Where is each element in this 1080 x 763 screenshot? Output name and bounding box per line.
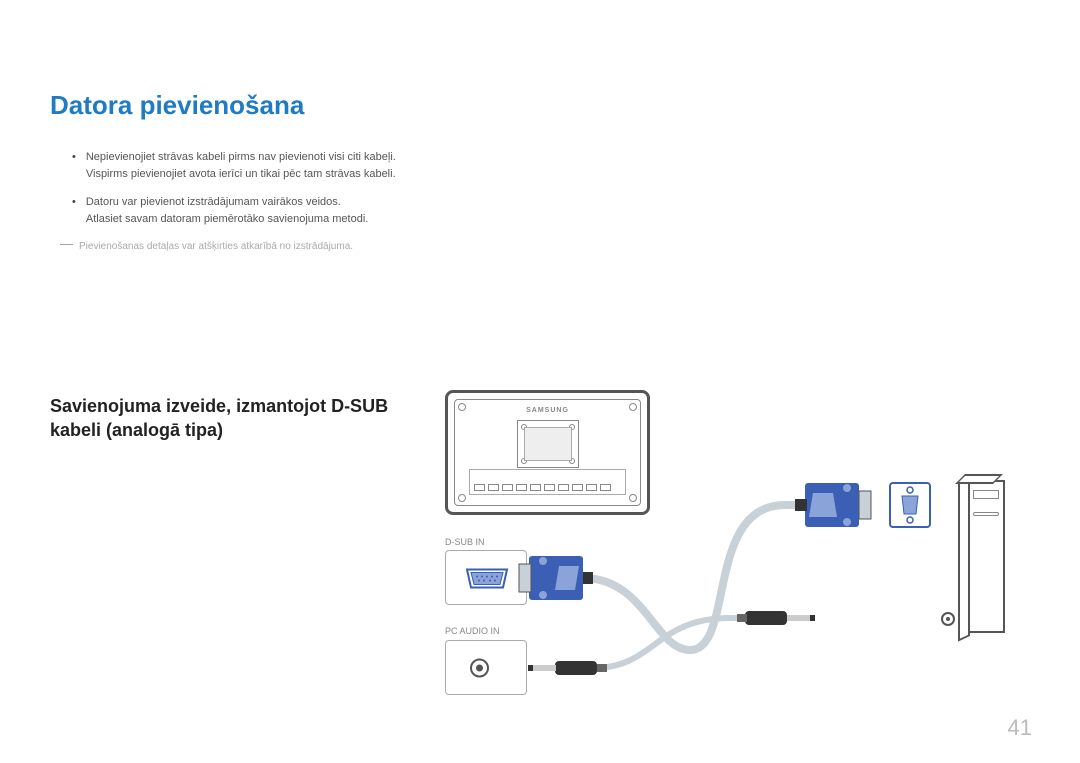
dsub-port-box [445, 550, 527, 605]
note-dash-icon: ― [60, 236, 73, 251]
page-heading: Datora pievienošana [50, 90, 1030, 121]
audio-jack-icon [470, 658, 489, 677]
bullet-text: Datoru var pievienot izstrādājumam vairā… [86, 194, 368, 227]
audio-port-box [445, 640, 527, 695]
bullet-item: • Datoru var pievienot izstrādājumam vai… [72, 194, 1030, 227]
monitor-back-icon: SAMSUNG [445, 390, 650, 515]
sub-heading: Savienojuma izveide, izmantojot D-SUB ka… [50, 394, 445, 443]
audio-port-label: PC AUDIO IN [445, 626, 500, 636]
bullet-text: Nepievienojiet strāvas kabeli pirms nav … [86, 149, 396, 182]
brand-logo: SAMSUNG [526, 407, 569, 414]
bullet-list: • Nepievienojiet strāvas kabeli pirms na… [72, 149, 1030, 227]
note: ― Pievienošanas detaļas var atšķirties a… [60, 239, 1030, 254]
page-number: 41 [1008, 715, 1032, 741]
pc-audio-jack-icon [941, 612, 955, 626]
bullet-item: • Nepievienojiet strāvas kabeli pirms na… [72, 149, 1030, 182]
bullet-dot: • [72, 194, 76, 211]
note-text: Pievienošanas detaļas var atšķirties atk… [79, 239, 353, 254]
port-strip-icon [469, 469, 626, 495]
pc-tower-icon [967, 480, 1005, 633]
vesa-mount-icon [517, 420, 579, 468]
dsub-port-icon [446, 551, 528, 606]
dsub-port-label: D-SUB IN [445, 537, 485, 547]
connection-diagram: SAMSUNG [445, 390, 1005, 710]
bullet-dot: • [72, 149, 76, 166]
